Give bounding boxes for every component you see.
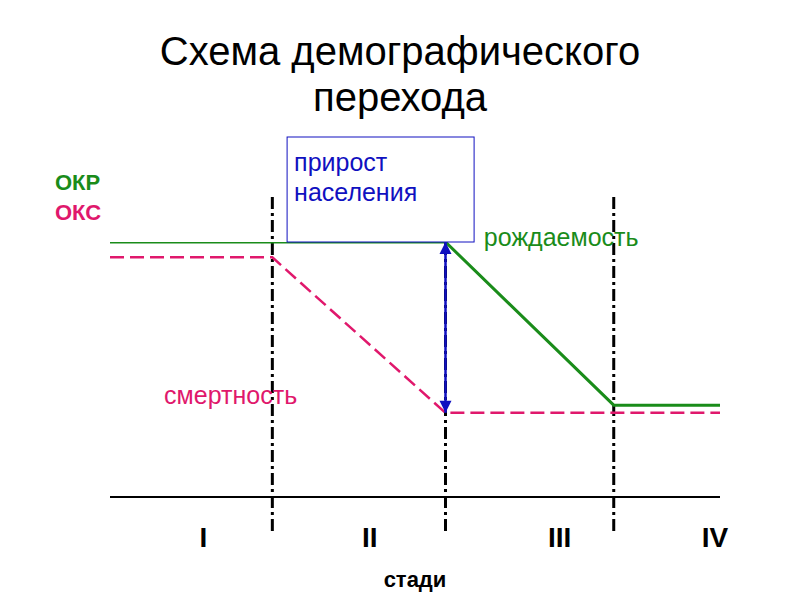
svg-text:IV: IV xyxy=(702,522,729,553)
svg-text:стади: стади xyxy=(384,567,447,592)
svg-text:I: I xyxy=(200,522,208,553)
svg-text:смертность: смертность xyxy=(164,381,297,409)
html-text:ОКС: ОКС xyxy=(55,200,102,225)
svg-text:III: III xyxy=(548,522,571,553)
html-text:Схема демографического: Схема демографического xyxy=(159,29,641,73)
svg-text:рождаемость: рождаемость xyxy=(484,223,639,251)
svg-text:населения: населения xyxy=(294,178,417,206)
svg-text:II: II xyxy=(362,522,378,553)
html-text:перехода: перехода xyxy=(313,75,487,119)
svg-text:прирост: прирост xyxy=(294,148,388,176)
html-text:ОКР: ОКР xyxy=(55,170,101,195)
